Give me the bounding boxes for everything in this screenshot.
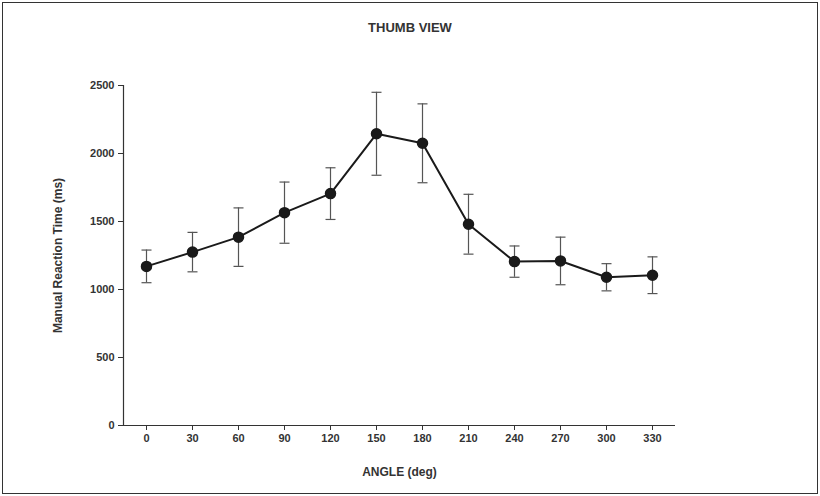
svg-text:2000: 2000 <box>90 147 114 159</box>
svg-text:210: 210 <box>459 432 477 444</box>
svg-text:270: 270 <box>551 432 569 444</box>
svg-text:500: 500 <box>96 351 114 363</box>
html-text:THUMB VIEW: THUMB VIEW <box>368 20 452 35</box>
svg-text:90: 90 <box>278 432 290 444</box>
svg-text:1500: 1500 <box>90 215 114 227</box>
svg-text:150: 150 <box>367 432 385 444</box>
svg-text:240: 240 <box>505 432 523 444</box>
svg-text:2500: 2500 <box>90 79 114 91</box>
svg-text:180: 180 <box>413 432 431 444</box>
svg-text:60: 60 <box>232 432 244 444</box>
svg-text:30: 30 <box>186 432 198 444</box>
svg-text:330: 330 <box>643 432 661 444</box>
svg-text:300: 300 <box>597 432 615 444</box>
svg-text:120: 120 <box>321 432 339 444</box>
svg-text:0: 0 <box>108 419 114 431</box>
svg-text:0: 0 <box>143 432 149 444</box>
svg-text:Manual Reaction Time (ms): Manual Reaction Time (ms) <box>51 178 65 333</box>
svg-text:1000: 1000 <box>90 283 114 295</box>
svg-text:ANGLE (deg): ANGLE (deg) <box>362 465 437 479</box>
